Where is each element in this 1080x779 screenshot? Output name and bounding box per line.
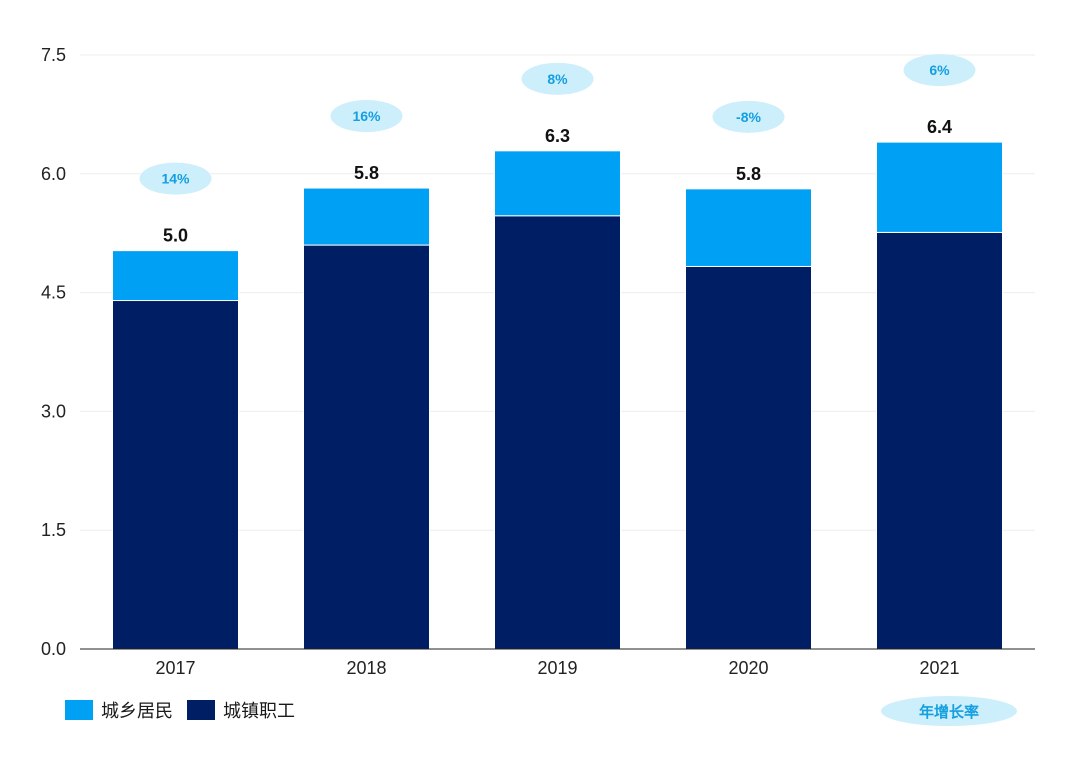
bar-urban-employees [112, 300, 239, 650]
x-tick-label: 2017 [155, 658, 195, 678]
bar-rural-residents [494, 150, 621, 217]
y-tick-label: 3.0 [41, 401, 66, 421]
growth-rate-bubble [903, 54, 976, 87]
legend-label-rural: 城乡居民 [101, 701, 173, 722]
x-tick-label: 2020 [728, 658, 768, 678]
x-axis-ticks: 2017 2018 2019 2020 2021 [155, 658, 959, 678]
total-value-label: 5.8 [736, 164, 761, 184]
bar-urban-employees [685, 265, 812, 650]
bar-rural-residents [303, 187, 430, 246]
data-labels: 5.0 14% 5.8 16% 6.3 8% 5.8 -8% 6.4 6% [139, 54, 976, 246]
growth-rate-label: 16% [352, 108, 381, 124]
y-tick-label: 1.5 [41, 520, 66, 540]
growth-rate-bubble [521, 62, 594, 95]
total-value-label: 5.8 [354, 163, 379, 183]
total-value-label: 6.3 [545, 126, 570, 146]
bar-urban-employees [303, 244, 430, 650]
x-tick-label: 2019 [537, 658, 577, 678]
y-tick-label: 4.5 [41, 283, 66, 303]
x-tick-label: 2018 [346, 658, 386, 678]
x-tick-label: 2021 [919, 658, 959, 678]
legend-item-rural: 城乡居民 [65, 697, 173, 723]
y-axis-ticks: 0.0 1.5 3.0 4.5 6.0 7.5 [41, 45, 66, 659]
growth-rate-bubble [712, 100, 785, 133]
legend-label-urban: 城镇职工 [223, 701, 295, 722]
legend-swatch-rural [65, 700, 93, 720]
growth-rate-bubble [330, 100, 403, 133]
legend: 城乡居民 城镇职工 [65, 697, 309, 723]
legend-item-urban: 城镇职工 [187, 697, 295, 723]
growth-rate-label: 14% [161, 171, 190, 187]
y-tick-label: 6.0 [41, 164, 66, 184]
bar-urban-employees [494, 215, 621, 650]
growth-rate-label: 6% [929, 62, 950, 78]
growth-rate-label: -8% [736, 109, 761, 125]
bar-rural-residents [112, 250, 239, 302]
growth-rate-legend: 年增长率 [881, 696, 1017, 726]
total-value-label: 5.0 [163, 226, 188, 246]
bars [112, 141, 1003, 650]
growth-rate-bubble [139, 162, 212, 195]
growth-rate-label: 8% [547, 71, 568, 87]
bar-urban-employees [876, 231, 1003, 650]
y-tick-label: 0.0 [41, 639, 66, 659]
bar-rural-residents [685, 188, 812, 267]
legend-swatch-urban [187, 700, 215, 720]
bar-rural-residents [876, 141, 1003, 233]
total-value-label: 6.4 [927, 117, 952, 137]
y-tick-label: 7.5 [41, 45, 66, 65]
